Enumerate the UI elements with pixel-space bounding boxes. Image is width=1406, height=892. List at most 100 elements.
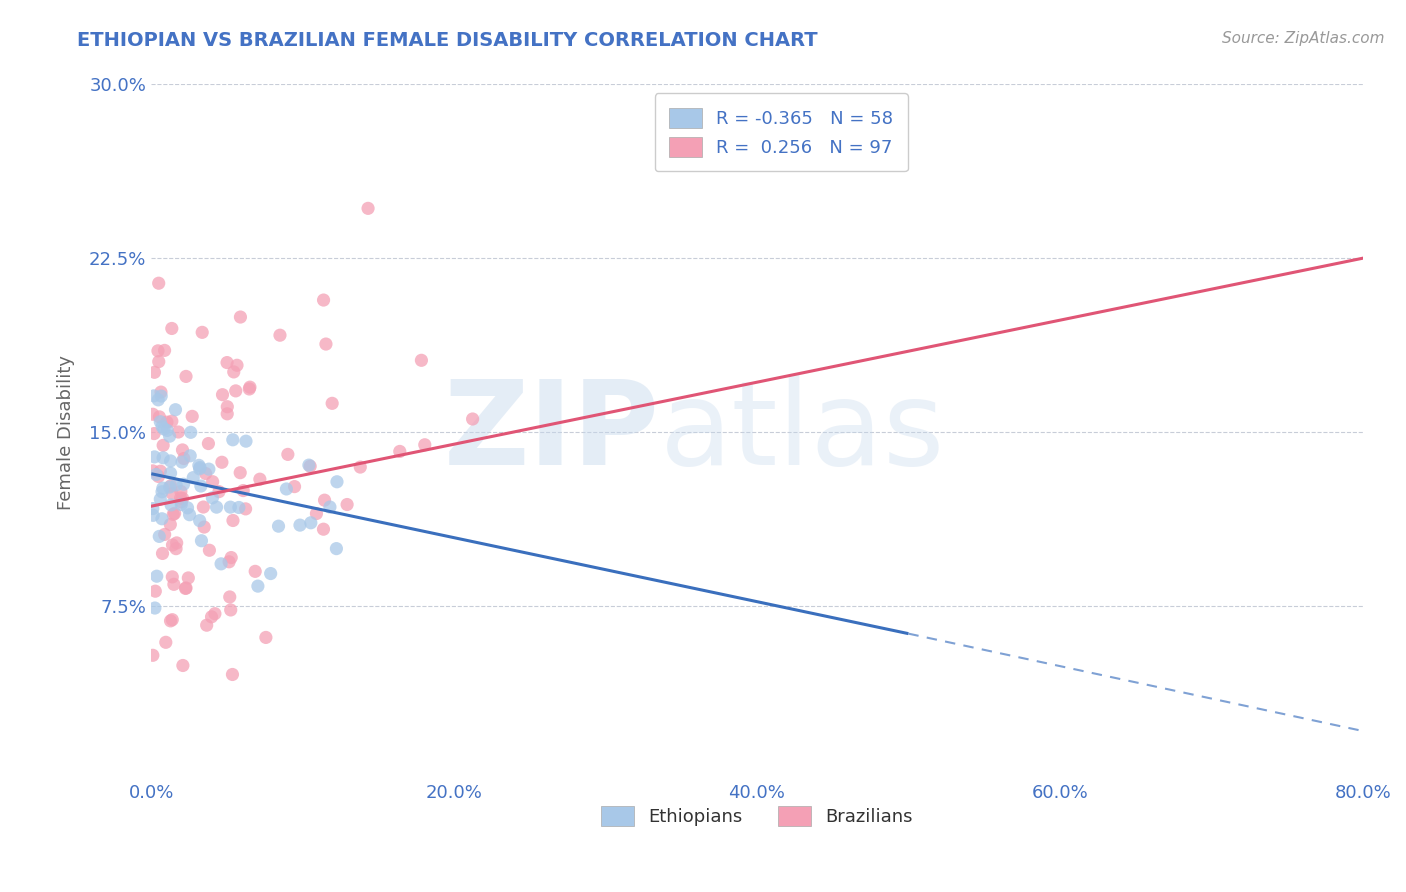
Point — [170, 455, 193, 469]
Point — [165, 541, 187, 556]
Point — [235, 501, 257, 516]
Point — [267, 519, 290, 533]
Point — [174, 369, 197, 384]
Point — [160, 498, 183, 512]
Text: Source: ZipAtlas.com: Source: ZipAtlas.com — [1222, 31, 1385, 46]
Point — [190, 533, 212, 548]
Point — [187, 458, 209, 473]
Point — [229, 310, 252, 324]
Point — [336, 498, 359, 512]
Point — [150, 512, 173, 526]
Point — [142, 464, 165, 478]
Point — [159, 517, 181, 532]
Point — [299, 459, 322, 474]
Point — [148, 354, 170, 368]
Point — [194, 467, 217, 481]
Text: ETHIOPIAN VS BRAZILIAN FEMALE DISABILITY CORRELATION CHART: ETHIOPIAN VS BRAZILIAN FEMALE DISABILITY… — [77, 31, 818, 50]
Point — [226, 359, 249, 373]
Point — [219, 603, 242, 617]
Point — [198, 462, 221, 476]
Point — [326, 475, 349, 489]
Point — [229, 466, 252, 480]
Point — [160, 414, 183, 428]
Point — [218, 590, 240, 604]
Point — [172, 491, 194, 506]
Point — [174, 581, 197, 595]
Point — [177, 571, 200, 585]
Point — [219, 550, 242, 565]
Point — [201, 491, 224, 505]
Point — [245, 565, 267, 579]
Point — [211, 455, 233, 469]
Point — [142, 407, 165, 421]
Point — [181, 470, 204, 484]
Point — [312, 522, 335, 536]
Point — [188, 514, 211, 528]
Point — [152, 481, 174, 495]
Point — [176, 500, 198, 515]
Point — [143, 365, 166, 379]
Point — [215, 355, 238, 369]
Point — [155, 635, 177, 649]
Point — [179, 508, 201, 522]
Point — [239, 380, 262, 394]
Point — [162, 508, 184, 522]
Point — [162, 613, 184, 627]
Point — [153, 422, 176, 436]
Point — [201, 475, 224, 489]
Point — [312, 293, 335, 307]
Point — [173, 451, 195, 466]
Point — [170, 498, 193, 512]
Point — [276, 482, 298, 496]
Point — [305, 507, 328, 521]
Point — [172, 658, 194, 673]
Point — [222, 514, 245, 528]
Point — [159, 479, 181, 493]
Point — [143, 450, 166, 464]
Text: ZIP: ZIP — [444, 375, 659, 490]
Point — [357, 202, 380, 216]
Point — [283, 480, 305, 494]
Point — [198, 543, 221, 558]
Point — [208, 484, 231, 499]
Point — [169, 491, 191, 505]
Point — [260, 566, 283, 581]
Point — [221, 667, 243, 681]
Point — [190, 479, 212, 493]
Point — [145, 467, 167, 482]
Point — [153, 343, 176, 358]
Point — [235, 434, 257, 449]
Point — [277, 447, 299, 461]
Point — [181, 409, 204, 424]
Point — [314, 493, 336, 508]
Legend: Ethiopians, Brazilians: Ethiopians, Brazilians — [593, 799, 920, 833]
Point — [249, 472, 271, 486]
Point — [149, 415, 172, 429]
Point — [193, 500, 215, 514]
Point — [232, 483, 254, 498]
Point — [319, 500, 342, 514]
Point — [205, 500, 228, 515]
Point — [148, 469, 170, 483]
Point — [143, 426, 166, 441]
Point — [228, 500, 250, 515]
Point — [170, 495, 193, 509]
Point — [299, 516, 322, 530]
Point — [298, 458, 321, 472]
Point — [160, 486, 183, 500]
Point — [222, 433, 245, 447]
Point — [180, 425, 202, 440]
Point — [246, 579, 269, 593]
Point — [146, 343, 169, 358]
Point — [163, 577, 186, 591]
Point — [163, 506, 186, 520]
Point — [218, 555, 240, 569]
Point — [143, 601, 166, 615]
Point — [172, 442, 194, 457]
Point — [209, 557, 232, 571]
Point — [225, 384, 247, 398]
Point — [315, 337, 337, 351]
Point — [142, 389, 165, 403]
Point — [159, 614, 181, 628]
Point — [254, 631, 277, 645]
